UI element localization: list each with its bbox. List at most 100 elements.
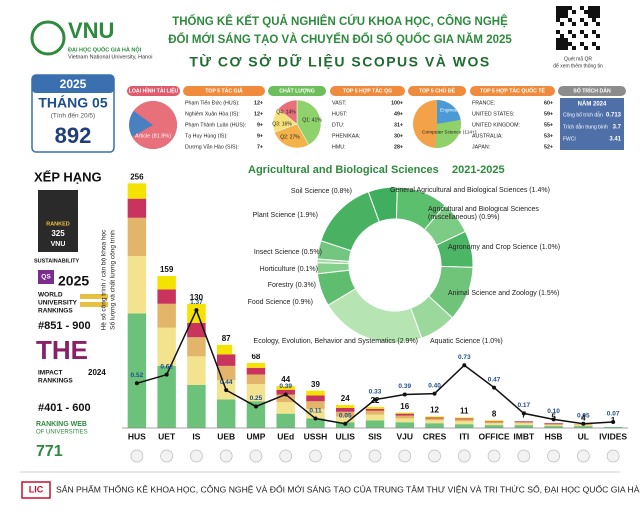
card-title: TOP 5 CHỦ ĐỀ [419,87,456,94]
ratio-label: 0.52 [131,372,144,379]
unit-icon [457,449,471,463]
card-title-bar [127,86,180,96]
web-rank: 771 [36,443,63,460]
qr-cell [560,22,564,26]
unit-icon [279,449,293,463]
ratio-point [343,421,348,426]
title-line: ĐỔI MỚI SÁNG TẠO VÀ CHUYỂN ĐỔI SỐ QUỐC G… [168,32,512,46]
logo-subtitle: ĐẠI HỌC QUỐC GIA HÀ NỘI [68,45,142,53]
bar-segment [187,322,206,338]
qr-cell [584,22,588,26]
y-axis-label: Hệ số công trình / cán bộ khoa học [99,229,108,331]
logo-ring [30,20,66,56]
ratio-label: 0.11 [309,407,322,414]
qr-cell [572,46,576,50]
ratio-label: 0.62 [160,363,173,370]
total-label: 1 [611,416,616,425]
bar-segment [246,401,266,428]
qr-cell [556,14,560,18]
qr-cell [568,42,572,46]
bar-segment [157,327,176,366]
qr-cell [564,6,568,10]
ratio-label: 0.33 [369,388,382,395]
row-label: Phạm Thành Luân (HUS): [185,122,246,128]
x-tick-label: OFFICE [478,431,509,441]
bar-segment [484,420,504,422]
bar-segment [127,313,147,428]
qr-note: để xem thêm thông tin [553,62,603,69]
qr-cell [568,30,572,34]
ratio-label: 0.05 [577,412,590,419]
ratio-label: 0.25 [250,395,263,402]
x-tick-label: ITI [459,431,469,441]
y-axis-label: Số lượng và chất lượng công trình [108,230,117,330]
summary-total: 892 [55,123,92,148]
bar-segment [157,303,176,328]
row-label: FRANCE: [472,100,495,106]
citation-label: FWCI [563,136,576,142]
card-title-bar [330,86,405,96]
qr-cell [556,10,560,14]
bar-segment [306,401,325,409]
topic-slice [437,100,461,124]
bar-segment [246,374,266,385]
x-tick-label: IS [192,431,200,441]
citation-value: 3.7 [613,125,622,131]
bar-segment [276,413,295,428]
bar-segment [574,426,593,428]
qr-cell [592,30,596,34]
x-tick-label: HUS [128,431,146,441]
unit-icon [577,449,590,463]
unit-icon [219,449,233,463]
bar-segment [246,363,266,368]
bar-segment [276,389,295,395]
donut-label: Plant Science (1.9%) [253,212,318,219]
row-value: 53+ [544,133,553,139]
bar-segment [187,385,206,428]
bar-segment [514,421,534,423]
card-title: TOP 5 TÁC GIẢ [205,87,243,94]
qr-cell [580,30,584,34]
bar-segment [127,217,147,256]
pie-label: Q2: 27% [280,134,300,140]
unit-icon [368,449,382,463]
qs-bar [80,294,108,299]
bar-segment [216,344,236,355]
bar-segment [187,337,206,357]
summary-year: 2025 [60,77,87,91]
web-line: OF UNIVERSITIES [36,430,88,436]
pie-label: Q4: 14% [276,109,296,115]
badge-label: SUSTAINABILITY [34,258,79,264]
ratio-label: 0.05 [339,412,352,419]
qr-cell [592,10,596,14]
total-label: 11 [460,407,469,416]
card-title-bar [268,86,326,96]
ratio-point [224,388,229,393]
qs-brand: QS [41,274,51,281]
qr-cell [572,22,576,26]
pie-slice [274,123,310,149]
pie-label: Q1: 41% [302,117,322,123]
bar-segment [484,425,504,428]
ratio-label: 0.47 [488,376,501,383]
x-tick-label: SIS [368,431,382,441]
qr-cell [564,14,568,18]
x-tick-label: UEd [277,431,294,441]
row-value: 30+ [394,133,403,139]
total-label: 16 [400,402,409,411]
qr-cell [556,46,560,50]
total-label: 159 [160,265,174,274]
qr-cell [560,10,564,14]
x-tick-label: CRES [423,431,447,441]
bar-segment [216,354,236,366]
qr-cell [588,6,592,10]
subtitle: TỪ CƠ SỞ DỮ LIỆU SCOPUS VÀ WOS [189,53,490,70]
row-value: 31+ [394,122,403,128]
bar-segment [455,421,474,425]
qr-code [556,6,600,50]
qr-cell [560,6,564,10]
total-label: 68 [251,352,260,361]
topic-label: Engineering (18+) [440,107,479,113]
row-value: 60+ [544,100,553,106]
donut-label: Forestry (0.3%) [268,282,316,289]
